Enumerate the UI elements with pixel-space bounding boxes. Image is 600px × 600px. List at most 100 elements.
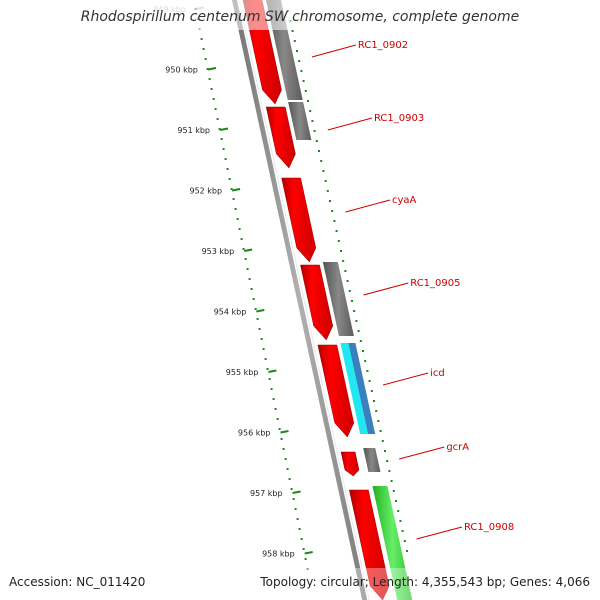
scale-label: 950 kbp — [165, 66, 198, 75]
bottom-fade — [0, 568, 600, 600]
gene-leader-line — [311, 44, 357, 58]
guide-dot — [313, 130, 316, 132]
scale-dot — [262, 348, 265, 350]
gene-leader-line — [363, 282, 409, 296]
scale-dot — [276, 418, 279, 420]
scale-label: 953 kbp — [202, 247, 235, 256]
guide-dot — [340, 250, 342, 252]
guide-dot — [300, 70, 303, 72]
scale-dot — [288, 478, 291, 480]
guide-dot — [370, 390, 373, 392]
guide-dot — [298, 60, 301, 62]
gene-RC1_0908[interactable] — [349, 486, 413, 600]
gene-RC1_0905[interactable] — [300, 262, 354, 341]
guide-dot — [335, 230, 338, 232]
scale-dot — [294, 508, 297, 510]
scale-tick — [280, 430, 289, 434]
scale-dot — [286, 468, 289, 470]
gene-cyaA[interactable] — [281, 177, 317, 263]
scale-dot — [208, 78, 211, 80]
scale-dot — [282, 448, 285, 450]
guide-dot — [320, 160, 323, 162]
guide-dot — [324, 180, 327, 182]
scale-dot — [258, 328, 261, 330]
guide-dot — [342, 260, 345, 262]
scale-dot — [292, 498, 295, 500]
guide-dot — [357, 330, 360, 332]
page-title: Rhodospirillum centenum SW chromosome, c… — [80, 9, 520, 25]
guide-dot — [315, 140, 318, 142]
scale-tick — [244, 248, 253, 252]
scale-dot — [218, 128, 221, 130]
gene-RC1_0903[interactable] — [265, 102, 312, 169]
gene-label-RC1_0902[interactable]: RC1_0902 — [358, 40, 408, 51]
gene-gcrA[interactable] — [340, 448, 381, 477]
scale-dot — [246, 268, 249, 270]
guide-dot — [326, 190, 329, 192]
gene-arrow — [317, 344, 355, 438]
scale-dot — [284, 458, 287, 460]
scale-label: 957 kbp — [250, 489, 283, 498]
gene-label-cyaA[interactable]: cyaA — [392, 195, 417, 206]
guide-dot — [344, 270, 347, 272]
guide-dot — [390, 480, 393, 482]
scale-dot — [242, 248, 245, 250]
gene-leader-line — [382, 372, 429, 386]
guide-dot — [375, 410, 378, 412]
scale-dot — [222, 148, 225, 150]
guide-dot — [399, 520, 402, 522]
gene-icd[interactable] — [317, 343, 376, 438]
guide-dot — [351, 300, 353, 302]
guide-dot — [392, 490, 395, 492]
scale-dot — [304, 558, 307, 560]
guide-dot — [331, 210, 334, 212]
guide-dot — [368, 380, 371, 382]
partner-bar — [288, 102, 312, 140]
guide-dot — [293, 40, 296, 42]
scale-dot — [224, 158, 227, 160]
gene-label-RC1_0908[interactable]: RC1_0908 — [464, 522, 514, 533]
scale-dot — [256, 318, 259, 320]
guide-dot — [366, 370, 369, 372]
guide-dot — [333, 220, 336, 222]
scale-dot — [296, 518, 299, 520]
scale-dot — [248, 278, 251, 280]
scale-dot — [226, 168, 229, 170]
gene-arrow — [281, 177, 317, 263]
scale-dot — [234, 208, 237, 210]
backbone-strip — [232, 0, 368, 600]
scale-dot — [302, 548, 305, 550]
guide-dot — [348, 290, 351, 292]
gene-arrow — [300, 264, 334, 341]
scale-dot — [200, 38, 203, 40]
scale-dot — [266, 368, 269, 370]
scale-dot — [252, 298, 255, 300]
guide-dot — [384, 450, 386, 452]
guide-dot — [304, 90, 307, 92]
gene-label-gcrA[interactable]: gcrA — [446, 442, 469, 453]
scale-dot — [206, 68, 209, 70]
gene-leader-line — [416, 526, 463, 540]
scale-tick — [304, 551, 313, 555]
scale-dot — [300, 538, 303, 540]
guide-dot — [311, 120, 314, 122]
gene-label-icd[interactable]: icd — [430, 368, 445, 379]
guide-dot — [291, 30, 294, 32]
scale-dot — [204, 58, 207, 60]
gene-label-RC1_0903[interactable]: RC1_0903 — [374, 113, 424, 124]
scale-label: 955 kbp — [226, 368, 259, 377]
guide-dot — [302, 80, 305, 82]
guide-dot — [397, 510, 400, 512]
scale-dot — [232, 198, 235, 200]
partner-bar — [322, 262, 354, 336]
guide-dot — [337, 240, 340, 242]
scale-dot — [228, 178, 231, 180]
scale-tick — [219, 127, 229, 131]
scale-dot — [270, 388, 273, 390]
guide-dot — [329, 200, 331, 202]
scale-dot — [280, 438, 283, 440]
gene-label-RC1_0905[interactable]: RC1_0905 — [410, 278, 460, 289]
scale-tick — [268, 369, 277, 373]
guide-dot — [359, 340, 362, 342]
